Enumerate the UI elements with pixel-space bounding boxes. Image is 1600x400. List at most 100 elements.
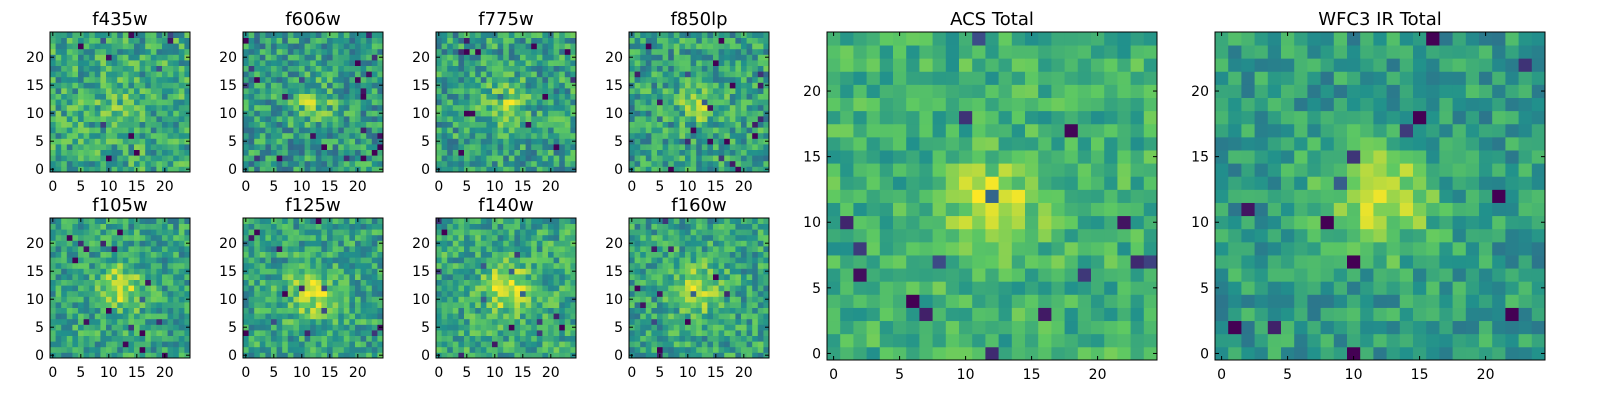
heatmap-cell	[55, 155, 62, 162]
heatmap-cell	[713, 104, 719, 111]
heatmap-cell	[458, 160, 465, 167]
heatmap-cell	[265, 110, 272, 117]
heatmap-cell	[520, 318, 526, 325]
heatmap-cell	[366, 352, 373, 359]
heatmap-cell	[645, 104, 652, 111]
heatmap-cell	[690, 127, 697, 134]
heatmap-cell	[741, 302, 747, 308]
heatmap-cell	[464, 302, 470, 308]
heatmap-cell	[173, 251, 180, 258]
heatmap-cell	[327, 274, 333, 280]
heatmap-cell	[254, 313, 261, 320]
heatmap-cell	[480, 307, 487, 314]
heatmap-cell	[553, 246, 560, 252]
heatmap-cell	[61, 138, 68, 145]
heatmap-cell	[662, 76, 669, 83]
heatmap-cell	[503, 234, 510, 241]
heatmap-cell	[673, 121, 680, 128]
heatmap-cell	[156, 335, 163, 342]
heatmap-cell	[243, 313, 249, 320]
heatmap-cell	[377, 99, 384, 106]
heatmap-cell	[276, 352, 283, 359]
heatmap-cell	[696, 341, 703, 348]
heatmap-cell	[366, 43, 373, 50]
heatmap-cell	[679, 32, 686, 38]
heatmap-cell	[447, 88, 454, 94]
heatmap-cell	[61, 251, 68, 258]
heatmap-cell	[548, 307, 554, 314]
heatmap-cell	[701, 43, 708, 50]
heatmap-cell	[475, 234, 482, 241]
heatmap-cell	[436, 307, 442, 314]
heatmap-cell	[486, 54, 493, 61]
heatmap-cell	[724, 37, 731, 44]
heatmap-cell	[696, 290, 703, 297]
heatmap-cell	[645, 346, 652, 353]
heatmap-cell	[662, 274, 669, 280]
heatmap-cell	[259, 296, 266, 303]
heatmap-cell	[668, 99, 675, 106]
heatmap-cell	[645, 313, 652, 320]
heatmap-cell	[729, 99, 736, 106]
heatmap-cell	[173, 223, 180, 230]
heatmap-cell	[287, 155, 294, 162]
heatmap-cell	[315, 110, 322, 117]
heatmap-cell	[327, 318, 333, 325]
heatmap-cell	[492, 48, 498, 55]
heatmap-cell	[366, 149, 373, 156]
heatmap-cell	[83, 218, 90, 224]
heatmap-cell	[287, 54, 294, 61]
heatmap-cell	[668, 32, 675, 38]
heatmap-cell	[66, 71, 73, 78]
heatmap-cell	[480, 218, 487, 224]
heatmap-cell	[271, 121, 277, 128]
heatmap-cell	[355, 257, 361, 264]
heatmap-cell	[492, 76, 498, 83]
heatmap-cell	[475, 307, 482, 314]
heatmap-cell	[293, 93, 300, 100]
heatmap-cell	[293, 132, 300, 139]
heatmap-cell	[360, 48, 367, 55]
heatmap-cell	[271, 279, 277, 286]
heatmap-cell	[360, 335, 367, 342]
heatmap-cell	[514, 279, 521, 286]
heatmap-cell	[315, 330, 322, 336]
heatmap-cell	[139, 218, 146, 224]
heatmap-cell	[122, 116, 129, 122]
heatmap-cell	[497, 104, 504, 111]
heatmap-cell	[436, 93, 442, 100]
heatmap-cell	[66, 88, 73, 94]
heatmap-cell	[469, 144, 476, 150]
heatmap-cell	[469, 160, 476, 167]
heatmap-cell	[553, 285, 560, 292]
heatmap-cell	[243, 229, 249, 236]
heatmap-cell	[707, 302, 714, 308]
heatmap-cell	[248, 88, 255, 94]
heatmap-cell	[355, 82, 361, 89]
heatmap-cell	[570, 251, 577, 258]
heatmap-cell	[100, 313, 107, 320]
heatmap-cell	[679, 99, 686, 106]
heatmap-cell	[327, 88, 333, 94]
heatmap-cell	[78, 160, 84, 167]
y-tick-label: 0	[35, 162, 44, 178]
heatmap-cell	[480, 274, 487, 280]
heatmap-cell	[178, 346, 185, 353]
heatmap-cell	[55, 302, 62, 308]
heatmap-cell	[254, 65, 261, 72]
heatmap-cell	[729, 54, 736, 61]
heatmap-cell	[452, 116, 459, 122]
heatmap-cell	[94, 76, 101, 83]
heatmap-cell	[139, 229, 146, 236]
heatmap-cell	[162, 99, 168, 106]
heatmap-cell	[66, 234, 73, 241]
heatmap-cell	[696, 76, 703, 83]
heatmap-cell	[701, 285, 708, 292]
heatmap-cell	[355, 60, 361, 66]
heatmap-cell	[657, 43, 663, 50]
heatmap-cell	[724, 330, 731, 336]
heatmap-cell	[366, 88, 373, 94]
heatmap-cell	[360, 132, 367, 139]
heatmap-cell	[662, 166, 669, 173]
